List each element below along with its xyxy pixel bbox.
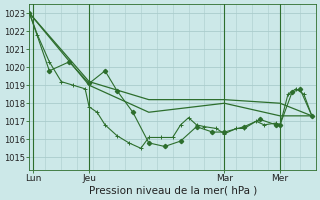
X-axis label: Pression niveau de la mer( hPa ): Pression niveau de la mer( hPa ) <box>89 186 257 196</box>
